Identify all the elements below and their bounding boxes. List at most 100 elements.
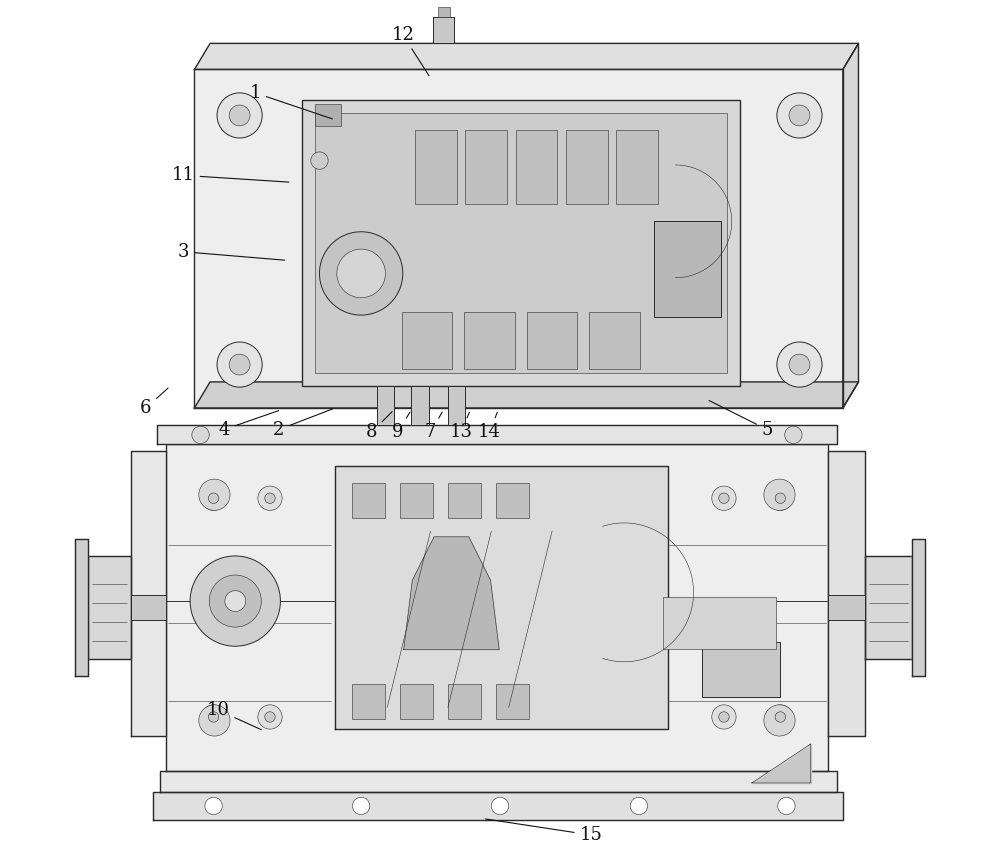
Text: 4: 4 [218,411,279,438]
Bar [302,100,740,386]
Circle shape [192,426,209,444]
Circle shape [205,797,222,814]
Polygon shape [752,744,811,783]
Circle shape [630,797,648,814]
Circle shape [777,93,822,138]
Circle shape [199,479,230,510]
Polygon shape [160,771,837,792]
Circle shape [201,486,226,510]
Text: 2: 2 [273,409,332,438]
Circle shape [775,712,786,722]
Circle shape [265,493,275,503]
Circle shape [719,493,729,503]
Circle shape [258,705,282,729]
Text: 7: 7 [425,412,442,441]
Circle shape [719,712,729,722]
Circle shape [190,556,280,646]
Circle shape [789,105,810,126]
Circle shape [491,797,509,814]
Bar [131,595,166,620]
Polygon shape [335,466,668,729]
Text: 14: 14 [478,412,501,441]
Circle shape [258,486,282,510]
Bar [654,221,721,317]
Circle shape [768,486,793,510]
Bar [400,684,433,719]
Text: 11: 11 [172,167,289,184]
Circle shape [209,575,261,627]
Text: 6: 6 [140,388,168,417]
Bar [663,597,776,649]
Circle shape [311,152,328,169]
Text: 12: 12 [391,26,429,76]
Bar [448,386,465,425]
Bar [464,312,515,369]
Text: 9: 9 [392,412,410,441]
Circle shape [777,342,822,387]
Bar [400,483,433,518]
Circle shape [764,479,795,510]
Bar [377,386,394,425]
Bar [527,312,577,369]
Bar [465,130,507,204]
Circle shape [201,705,226,729]
Polygon shape [404,536,499,649]
Polygon shape [194,382,858,408]
Bar [616,130,658,204]
Bar [702,642,780,697]
Bar [411,386,429,425]
Bar [315,113,727,373]
Bar [496,483,529,518]
Circle shape [199,705,230,736]
Circle shape [217,342,262,387]
Polygon shape [194,69,843,408]
Circle shape [217,93,262,138]
Circle shape [208,493,219,503]
Polygon shape [828,451,865,736]
Circle shape [712,486,736,510]
Bar [448,684,481,719]
Text: 10: 10 [206,701,261,730]
Circle shape [229,354,250,375]
Circle shape [768,705,793,729]
Polygon shape [75,539,88,676]
Circle shape [337,249,385,298]
Text: 1: 1 [249,84,332,119]
Bar [352,483,385,518]
Text: 8: 8 [366,411,392,441]
Bar [415,130,457,204]
Circle shape [208,712,219,722]
Polygon shape [912,539,925,676]
Text: 15: 15 [485,819,603,844]
Bar [566,130,608,204]
Polygon shape [865,556,912,659]
Circle shape [778,797,795,814]
Text: 5: 5 [709,400,773,438]
Bar [496,684,529,719]
Circle shape [785,426,802,444]
Bar [402,312,452,369]
Polygon shape [88,556,131,659]
Polygon shape [194,43,858,69]
Polygon shape [157,425,837,444]
Circle shape [352,797,370,814]
Bar [828,595,865,620]
Circle shape [764,705,795,736]
Bar [315,104,341,126]
Bar [438,7,450,17]
Polygon shape [843,43,858,408]
Polygon shape [131,451,166,736]
Bar [448,483,481,518]
Circle shape [789,354,810,375]
Bar [589,312,640,369]
Text: 3: 3 [177,243,285,260]
Polygon shape [166,444,828,771]
Circle shape [712,705,736,729]
Bar [352,684,385,719]
Polygon shape [153,792,843,820]
Bar [516,130,557,204]
Circle shape [319,232,403,315]
Bar [433,17,454,43]
Circle shape [775,493,786,503]
Circle shape [225,590,246,611]
